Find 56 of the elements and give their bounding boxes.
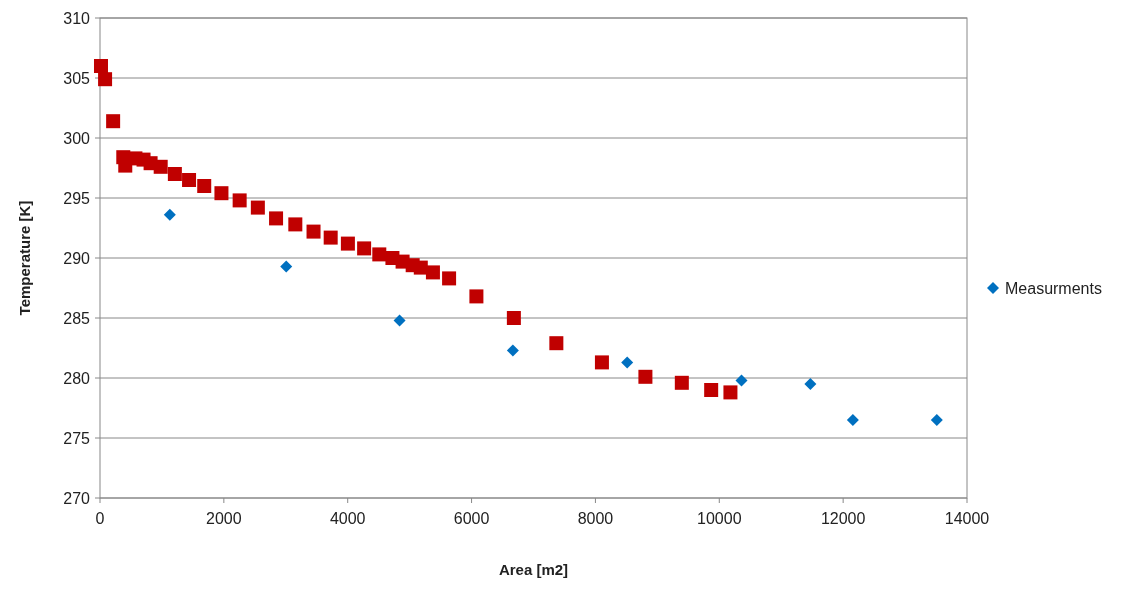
x-axis-title: Area [m2] [498,561,569,578]
point [98,72,113,87]
point [674,375,689,390]
point [469,289,484,304]
point [197,179,212,193]
point [340,236,355,251]
point [182,173,197,187]
point [357,241,372,256]
point [372,247,387,262]
y-tick-label: 285 [63,309,91,327]
point [930,414,943,426]
point [232,193,247,208]
y-tick-label: 300 [63,129,91,147]
y-tick-label: 275 [63,429,91,447]
point [306,224,321,239]
y-tick-label: 310 [63,9,91,27]
x-tick-label: 2000 [206,510,242,527]
x-tick-label: 6000 [453,510,490,527]
point [638,369,653,384]
point [106,114,121,129]
x-tick-label: 14000 [944,510,990,527]
point [594,355,609,370]
x-tick-label: 4000 [329,510,366,527]
x-tick-label: 12000 [820,510,866,527]
point [442,271,457,286]
point [269,211,284,226]
y-tick-label: 290 [63,249,91,267]
point [163,208,176,221]
y-tick-label: 305 [63,69,91,87]
point [735,374,748,387]
x-tick-label: 8000 [577,510,614,527]
point [723,385,738,400]
y-tick-label: 295 [63,189,91,207]
x-tick-label: 10000 [697,510,742,527]
point [214,186,229,201]
x-tick-label: 0 [95,510,105,527]
point [280,260,293,273]
point [506,311,521,325]
legend-label: Measurments [1005,279,1102,297]
point [804,378,817,390]
point [549,336,564,351]
y-tick-label: 280 [63,369,91,387]
point [93,59,108,73]
point [846,414,859,426]
point [621,356,634,369]
point [704,383,719,397]
point [506,344,519,357]
point [288,217,303,232]
point [250,200,265,215]
point [153,159,168,174]
point [425,265,440,280]
y-tick-label: 270 [63,489,91,507]
point [393,314,406,327]
point [167,167,182,181]
point [323,230,338,245]
y-axis-title: Temperature [K] [16,200,33,316]
